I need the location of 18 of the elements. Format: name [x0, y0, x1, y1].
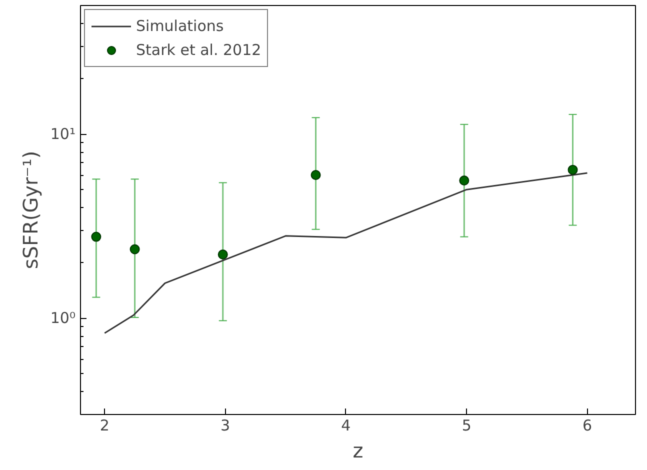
- point: [459, 176, 470, 186]
- point: [218, 250, 228, 260]
- x-tick-label: 5: [462, 416, 472, 434]
- legend-label: Stark et al. 2012: [136, 41, 262, 59]
- x-tick-label: 6: [582, 416, 592, 434]
- point: [568, 164, 578, 175]
- x-tick-label: 3: [220, 416, 230, 434]
- point: [130, 244, 140, 254]
- x-tick-label: 2: [100, 416, 110, 434]
- y-tick-label: 10⁰: [50, 309, 76, 328]
- point: [91, 232, 102, 242]
- x-axis-title: z: [352, 438, 364, 462]
- x-tick-label: 4: [341, 416, 351, 434]
- point: [310, 170, 321, 180]
- legend-label: Simulations: [136, 17, 224, 35]
- y-axis-title: sSFR(Gyr⁻¹): [18, 150, 42, 270]
- y-tick-label: 10¹: [50, 125, 76, 144]
- line-series: [104, 172, 588, 334]
